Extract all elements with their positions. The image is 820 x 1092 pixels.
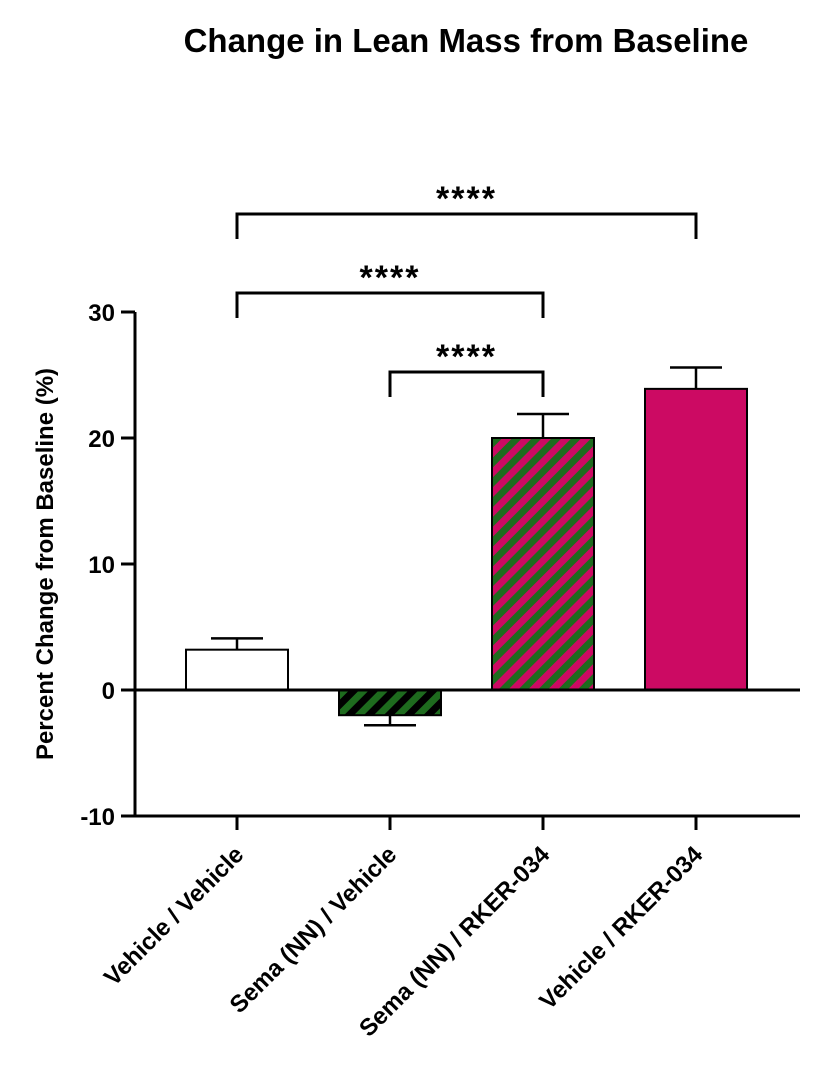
significance-label: **** [436,180,497,218]
bar [338,689,442,717]
y-tick-label: 0 [102,678,115,705]
chart-title: Change in Lean Mass from Baseline [184,22,749,59]
y-tick-label: 20 [88,426,115,453]
significance-bracket [388,370,545,397]
bar [644,387,748,691]
y-tick-label: -10 [80,804,115,831]
significance-bracket [235,291,545,318]
y-tick-label: 30 [88,300,115,327]
y-tick-label: 10 [88,552,115,579]
x-category-label: Vehicle / Vehicle [99,841,249,991]
x-category-label: Sema (NN) / Vehicle [225,841,403,1019]
significance-label: **** [436,338,497,376]
bar [491,437,595,691]
x-category-label: Vehicle / RKER-034 [534,841,708,1015]
significance-label: **** [360,259,421,297]
bar [185,648,289,691]
significance-bracket [235,212,698,239]
plot-area: -10 0 10 20 30 Percent Change from Baseline (… [32,180,800,1042]
y-axis-label: Percent Change from Baseline (%) [32,368,59,760]
